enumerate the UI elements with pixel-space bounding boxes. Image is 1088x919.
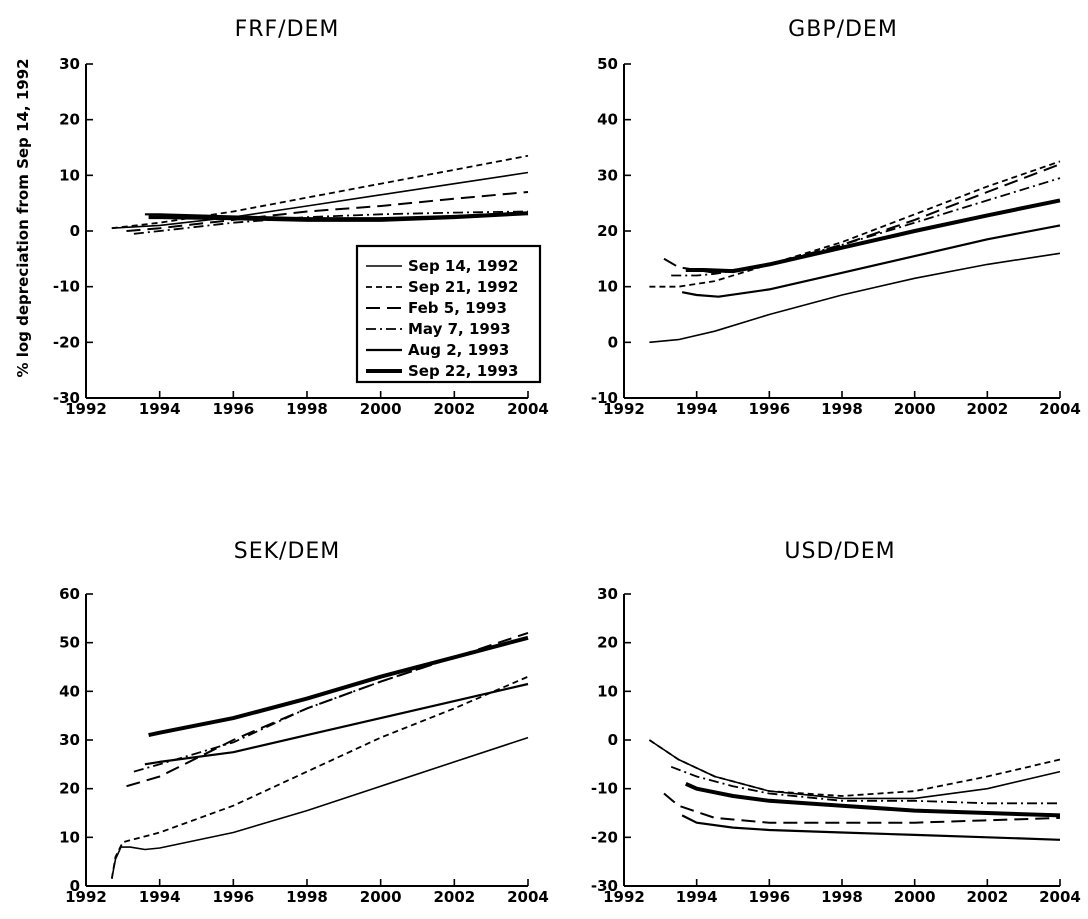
x-tick-label: 1994: [676, 400, 718, 418]
series-line-1: [111, 736, 529, 879]
y-tick-label: 30: [59, 731, 80, 749]
y-tick-label: 10: [597, 682, 618, 700]
legend-label: Sep 14, 1992: [408, 257, 518, 275]
series-line-6: [685, 198, 1061, 274]
y-tick-label: 10: [59, 828, 80, 846]
y-tick-label: -30: [591, 877, 618, 895]
x-tick-label: 2002: [966, 400, 1008, 418]
x-tick-label: 1992: [603, 400, 645, 418]
x-tick-label: 1998: [286, 888, 328, 906]
x-tick-label: 1996: [212, 888, 254, 906]
legend-label: Feb 5, 1993: [408, 299, 507, 317]
series-line-6: [148, 211, 529, 222]
series-line-3: [663, 792, 1061, 824]
x-tick-label: 2000: [360, 888, 402, 906]
x-tick-label: 2004: [507, 888, 549, 906]
series-line-5: [144, 682, 529, 766]
y-tick-label: 0: [608, 333, 618, 351]
x-tick-label: 2000: [894, 400, 936, 418]
series-line-3: [663, 163, 1061, 274]
y-tick-label: 20: [597, 222, 618, 240]
x-tick-label: 1996: [748, 888, 790, 906]
y-tick-label: 10: [597, 278, 618, 296]
x-tick-label: 2004: [507, 400, 549, 418]
x-tick-label: 1994: [139, 400, 181, 418]
y-tick-label: 50: [597, 55, 618, 73]
x-tick-label: 1992: [65, 888, 107, 906]
series-line-6: [684, 781, 1061, 818]
y-tick-label: 0: [70, 877, 80, 895]
y-axis-label: % log depreciation from Sep 14, 1992: [14, 58, 32, 377]
chart-panel-sek-dem: SEK/DEM 0 10 20 30 40 50 60 1992 1994 1996 1998 200…: [59, 539, 549, 906]
chart-panel-usd-dem: USD/DEM -30 -20 -10 0 10 20 30 1992 1994 1996 1998…: [591, 539, 1081, 906]
y-tick-label: -10: [53, 278, 80, 296]
x-tick-label: 1998: [821, 400, 863, 418]
x-tick-label: 2000: [894, 888, 936, 906]
y-tick-label: -20: [53, 333, 80, 351]
x-tick-label: 1992: [603, 888, 645, 906]
series-line-6: [148, 635, 529, 738]
legend-label: Sep 22, 1993: [408, 362, 518, 380]
series-line-2: [110, 675, 529, 879]
legend-box: [355, 244, 542, 384]
x-tick-label: 1996: [748, 400, 790, 418]
y-tick-label: -10: [591, 389, 618, 407]
x-tick-label: 1998: [821, 888, 863, 906]
y-tick-label: -10: [591, 780, 618, 798]
series-line-4: [671, 177, 1061, 277]
y-tick-label: 40: [597, 111, 618, 129]
chart-title: USD/DEM: [784, 539, 895, 564]
series-line-1: [649, 252, 1061, 344]
y-tick-label: 20: [59, 111, 80, 129]
chart-panel-gbp-dem: GBP/DEM -10 0 10 20 30 40 50 1992 1994 1996 1998 20…: [591, 17, 1081, 418]
legend-label: May 7, 1993: [408, 320, 511, 338]
x-tick-label: 2004: [1039, 400, 1081, 418]
y-tick-label: -20: [591, 828, 618, 846]
series-line-3: [126, 191, 529, 232]
legend: Sep 14, 1992 Sep 21, 1992 Feb 5, 1993 May 7…: [355, 244, 542, 384]
series-line-1: [111, 171, 529, 229]
series-line-5: [681, 814, 1061, 841]
x-tick-label: 2000: [360, 400, 402, 418]
x-tick-label: 1996: [212, 400, 254, 418]
x-tick-label: 2002: [433, 400, 475, 418]
y-tick-label: 0: [608, 731, 618, 749]
x-tick-label: 1998: [286, 400, 328, 418]
y-tick-label: 60: [59, 585, 80, 603]
y-tick-label: 20: [597, 634, 618, 652]
series-line-4: [133, 636, 529, 773]
x-tick-label: 2002: [966, 888, 1008, 906]
legend-label: Aug 2, 1993: [408, 341, 509, 359]
y-tick-label: 20: [59, 780, 80, 798]
series-line-4: [670, 765, 1060, 805]
chart-title: GBP/DEM: [788, 17, 898, 42]
y-tick-label: -30: [53, 389, 80, 407]
series-line-2: [649, 160, 1061, 288]
x-tick-label: 1992: [65, 400, 107, 418]
series-line-4: [133, 210, 529, 235]
y-tick-label: 30: [597, 585, 618, 603]
series-line-3: [126, 631, 529, 788]
series-line-2: [648, 739, 1061, 797]
x-tick-label: 1994: [139, 888, 181, 906]
legend-label: Sep 21, 1992: [408, 278, 518, 296]
y-tick-label: 50: [59, 634, 80, 652]
series-line-5: [681, 224, 1061, 298]
x-tick-label: 1994: [676, 888, 718, 906]
y-tick-label: 0: [70, 222, 80, 240]
y-tick-label: 40: [59, 682, 80, 700]
y-tick-label: 30: [59, 55, 80, 73]
y-tick-label: 10: [59, 166, 80, 184]
x-tick-label: 2002: [433, 888, 475, 906]
chart-title: SEK/DEM: [234, 539, 341, 564]
x-tick-label: 2004: [1039, 888, 1081, 906]
chart-panel-frf-dem: FRF/DEM -30 -20 -10 0 10 20 30 1992 1994 1996 1998…: [53, 17, 549, 418]
chart-title: FRF/DEM: [235, 17, 340, 42]
y-tick-label: 30: [597, 166, 618, 184]
